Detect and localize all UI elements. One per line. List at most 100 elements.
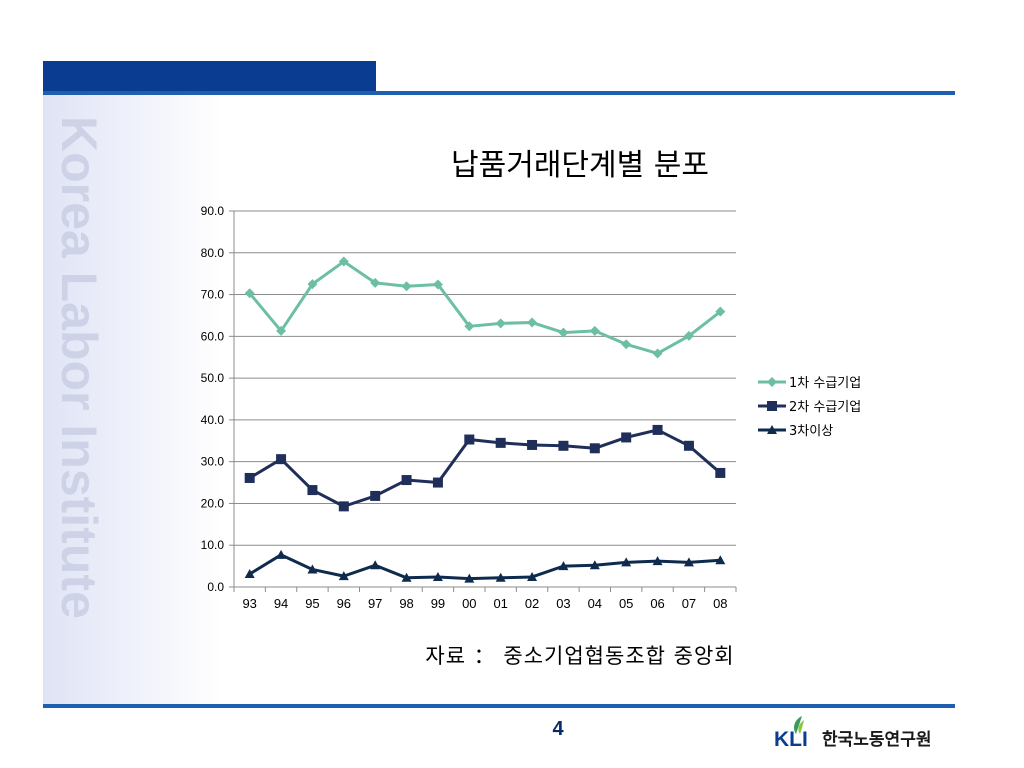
data-point [715, 467, 726, 478]
data-point [276, 549, 287, 559]
data-point [401, 572, 412, 582]
data-point [589, 560, 600, 570]
data-point [589, 443, 600, 454]
y-axis: 0.0 10.0 20.0 30.0 40.0 50.0 60.0 70.0 80.0 90.0 [201, 204, 225, 594]
source-note: 자료 ： 중소기업협동조합 중앙회 [425, 644, 735, 668]
data-point [589, 325, 600, 336]
x-tick-label: 99 [431, 596, 445, 611]
x-tick-label: 93 [242, 596, 256, 611]
data-point [307, 279, 318, 290]
y-tick-label: 40.0 [201, 413, 225, 427]
y-tick-label: 30.0 [201, 455, 225, 469]
data-point [401, 281, 412, 292]
data-point [558, 440, 569, 451]
legend-item: 3차이상 [758, 424, 833, 439]
logo-abbr: KLI [774, 728, 808, 751]
x-tick-label: 94 [274, 596, 288, 611]
chart-series [244, 256, 726, 583]
data-point [338, 571, 349, 581]
kli-logo: KLI 한국노동연구원 [774, 716, 931, 751]
data-point [652, 348, 663, 359]
x-tick-label: 95 [305, 596, 319, 611]
data-point [621, 432, 632, 443]
legend-label: 1차 수급기업 [789, 376, 861, 391]
logo-leaf-icon [794, 716, 802, 734]
data-point [244, 569, 255, 579]
x-tick-label: 02 [525, 596, 539, 611]
x-tick-label: 97 [368, 596, 382, 611]
side-panel [43, 95, 223, 705]
x-tick-label: 04 [588, 596, 602, 611]
data-point [307, 564, 318, 574]
data-point [715, 555, 726, 565]
data-point [432, 571, 443, 581]
legend-label: 3차이상 [789, 424, 833, 439]
data-point [307, 485, 318, 496]
data-point [338, 501, 349, 512]
y-tick-label: 90.0 [201, 204, 225, 218]
header-rule [43, 91, 955, 95]
data-point [527, 439, 538, 450]
data-point [621, 557, 632, 567]
data-point [464, 573, 475, 583]
y-tick-label: 80.0 [201, 246, 225, 260]
series-3 [244, 549, 726, 583]
y-tick-label: 0.0 [207, 580, 224, 594]
data-point [715, 306, 726, 317]
watermark-text: Korea Labor Institute [51, 116, 107, 619]
legend-item: 2차 수급기업 [758, 400, 861, 415]
data-point [527, 571, 538, 581]
data-point [558, 327, 569, 338]
data-point [244, 288, 255, 299]
data-point [652, 424, 663, 435]
series-line [248, 428, 722, 508]
page-number: 4 [552, 718, 564, 740]
x-tick-label: 03 [556, 596, 570, 611]
data-point [276, 325, 287, 336]
footer-rule [43, 704, 955, 708]
data-point [464, 434, 475, 445]
x-tick-label: 01 [493, 596, 507, 611]
legend-label: 2차 수급기업 [789, 400, 861, 415]
y-tick-label: 60.0 [201, 329, 225, 343]
series-line [248, 260, 722, 355]
x-tick-label: 98 [399, 596, 413, 611]
data-point [495, 572, 506, 582]
legend-marker [767, 401, 777, 411]
data-point [527, 317, 538, 328]
series-1 [244, 256, 726, 359]
x-tick-label: 96 [337, 596, 351, 611]
data-point [683, 330, 694, 341]
watermark: Korea Labor Institute [51, 116, 107, 619]
x-axis: 93 94 95 96 97 98 99 00 01 02 03 04 05 06 07 08 [242, 596, 727, 611]
chart-grid [229, 210, 737, 592]
data-point [683, 557, 694, 567]
logo-text: 한국노동연구원 [822, 730, 931, 750]
y-tick-label: 20.0 [201, 496, 225, 510]
x-tick-label: 06 [650, 596, 664, 611]
y-tick-label: 70.0 [201, 288, 225, 302]
x-tick-label: 00 [462, 596, 476, 611]
data-point [244, 472, 255, 483]
data-point [338, 256, 349, 267]
data-point [370, 490, 381, 501]
data-point [683, 440, 694, 451]
data-point [621, 339, 632, 350]
data-point [401, 475, 412, 486]
data-point [370, 277, 381, 288]
data-point [558, 561, 569, 571]
data-point [370, 560, 381, 570]
legend-marker [767, 377, 777, 387]
x-tick-label: 08 [713, 596, 727, 611]
data-point [464, 321, 475, 332]
series-line [248, 553, 721, 581]
data-point [495, 437, 506, 448]
data-point [432, 477, 443, 488]
data-point [276, 454, 287, 465]
header-block [43, 61, 376, 93]
y-tick-label: 50.0 [201, 371, 225, 385]
data-point [652, 556, 663, 566]
chart-title: 납품거래단계별 분포 [451, 148, 709, 183]
legend-marker [767, 425, 777, 434]
chart-legend: 1차 수급기업 2차 수급기업 3차이상 [758, 376, 861, 439]
